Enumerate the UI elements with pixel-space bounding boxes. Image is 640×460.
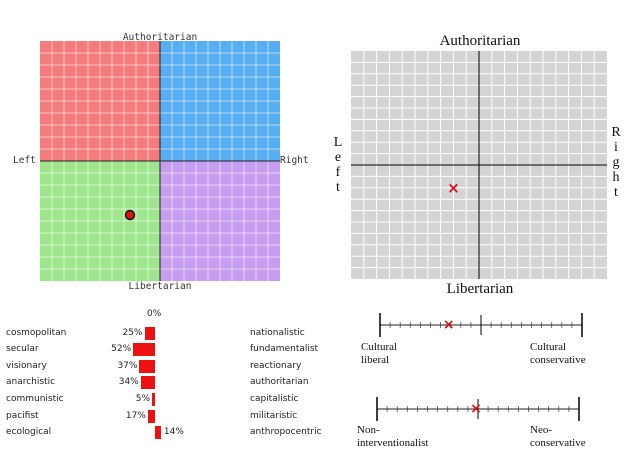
compass1-chart — [40, 41, 280, 281]
zero-percent-label: 0% — [147, 309, 162, 319]
compass2-marker: × — [447, 179, 460, 197]
bar-value-label: 25% — [122, 328, 143, 338]
bar-value-label: 37% — [117, 361, 138, 371]
bar-value-label: 17% — [125, 411, 146, 421]
bar — [133, 343, 155, 356]
bar-right-label: militaristic — [250, 411, 298, 421]
bar — [147, 410, 155, 423]
bar-left-label: visionary — [6, 361, 47, 371]
bar — [140, 376, 155, 389]
bar — [152, 393, 155, 406]
bar-left-label: pacifist — [6, 411, 39, 421]
non-interventionalist-label: Non- interventionalist — [357, 424, 428, 450]
scale-right-line1: Neo- — [530, 424, 552, 436]
bar-left-label: secular — [6, 344, 39, 354]
bar-right-label: nationalistic — [250, 328, 305, 338]
bar-value-label: 52% — [111, 344, 132, 354]
compass1-left-label: Left — [13, 155, 36, 166]
compass2-chart: × — [351, 51, 607, 279]
bar-right-label: authoritarian — [250, 377, 309, 387]
bar-right-label: capitalistic — [250, 394, 299, 404]
scale-right-line2: conservative — [530, 354, 586, 366]
bar-left-label: ecological — [6, 427, 52, 437]
bar-right-label: anthropocentric — [250, 427, 322, 437]
scale-left-line2: liberal — [361, 354, 390, 366]
bar-left-label: anarchistic — [6, 377, 56, 387]
bar — [144, 327, 155, 340]
compass1-top-label: Authoritarian — [122, 32, 198, 43]
bar-left-label: communistic — [6, 394, 64, 404]
compass1-marker — [124, 209, 136, 221]
scale-left-line2: interventionalist — [357, 437, 429, 449]
scale-left-line1: Cultural — [361, 341, 398, 353]
foreign-policy-scale: × — [376, 397, 580, 421]
scale-right-line1: Cultural — [530, 341, 567, 353]
bar-value-label: 5% — [135, 394, 150, 404]
scale-right-line2: conservative — [530, 437, 586, 449]
bar-value-label: 34% — [118, 377, 139, 387]
cultural-liberal-label: Cultural liberal — [361, 341, 397, 367]
compass2-bottom-label: Libertarian — [446, 281, 514, 297]
bar-value-label: 14% — [163, 427, 184, 437]
bar — [155, 426, 161, 439]
bar-right-label: reactionary — [250, 361, 302, 371]
compass2-top-label: Authoritarian — [439, 33, 521, 49]
foreign-policy-scale-marker: × — [470, 401, 482, 417]
bar-right-label: fundamentalist — [250, 344, 319, 354]
scale-left-line1: Non- — [357, 424, 380, 436]
cultural-conservative-label: Cultural conservative — [530, 341, 586, 367]
neo-conservative-label: Neo- conservative — [530, 424, 586, 450]
compass1-bottom-label: Libertarian — [128, 281, 192, 292]
cultural-scale-marker: × — [443, 317, 455, 333]
bar — [139, 360, 155, 373]
cultural-scale: × — [379, 313, 583, 337]
bar-left-label: cosmopolitan — [6, 328, 67, 338]
compass1-right-label: Right — [280, 155, 309, 166]
